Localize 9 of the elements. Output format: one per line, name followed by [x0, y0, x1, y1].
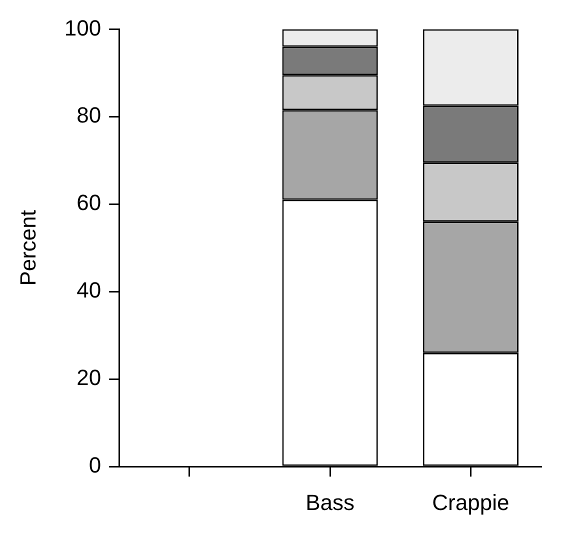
x-tick-label: Crappie	[432, 490, 510, 515]
y-tick-label: 100	[64, 15, 102, 40]
y-tick-label: 80	[76, 102, 102, 128]
y-tick-label: 20	[76, 365, 102, 390]
y-tick-label: 0	[88, 452, 102, 478]
x-tick-label: Bass	[306, 490, 355, 515]
y-axis-title: Percent	[15, 210, 40, 286]
y-tick-label: 40	[76, 278, 102, 303]
y-tick-label: 60	[76, 190, 102, 216]
